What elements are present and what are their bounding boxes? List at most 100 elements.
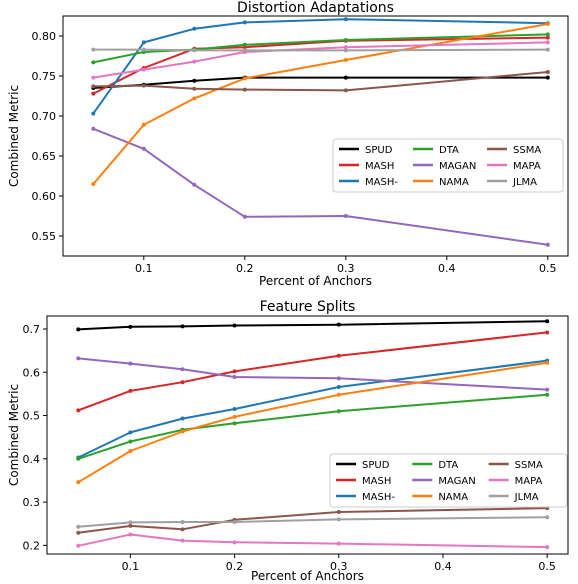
- data-point-nama: [76, 480, 81, 485]
- y-axis-label: Combined Metric: [7, 85, 21, 187]
- data-point-mash: [343, 17, 348, 22]
- x-tick-label: 0.2: [236, 262, 254, 275]
- series-line-mapa: [93, 41, 548, 79]
- legend-label: MASH-: [362, 492, 395, 503]
- data-point-nama: [545, 22, 550, 26]
- chart-panel-feature-splits: Feature Splits Percent of Anchors Combin…: [7, 299, 569, 583]
- data-point-mapa: [91, 75, 96, 80]
- legend: SPUD MASH MASH- DTA MAGAN NAMA SSMA MAPA JLMA: [332, 138, 564, 193]
- data-point-nama: [545, 360, 550, 365]
- data-point-spud: [76, 327, 81, 332]
- legend-box: [332, 138, 564, 193]
- data-point-magan: [242, 214, 247, 219]
- data-point-mapa: [343, 45, 348, 50]
- y-tick-label: 0.75: [32, 70, 57, 83]
- plot-area-frame: [62, 15, 569, 257]
- legend-label: JLMA: [514, 492, 539, 503]
- data-point-dta: [545, 32, 550, 37]
- legend-label: MASH: [365, 161, 394, 172]
- data-point-mash: [336, 353, 341, 358]
- data-point-ssma: [76, 530, 81, 535]
- data-point-mapa: [128, 532, 133, 537]
- series-line-mash: [77, 359, 548, 459]
- data-point-mash: [91, 91, 96, 96]
- series-line-nama: [77, 361, 548, 484]
- data-point-jlma: [343, 48, 348, 53]
- data-point-mapa: [141, 67, 146, 72]
- legend-label: JLMA: [512, 177, 537, 188]
- data-point-magan: [128, 361, 133, 366]
- data-point-dta: [128, 439, 133, 444]
- data-point-spud: [232, 323, 237, 328]
- data-point-nama: [141, 122, 146, 127]
- data-point-mash: [180, 380, 185, 385]
- legend-box: [329, 453, 568, 508]
- data-point-mash: [128, 388, 133, 393]
- chart-title: Distortion Adaptations: [237, 0, 394, 16]
- data-point-mapa: [192, 59, 197, 64]
- data-point-jlma: [180, 519, 185, 524]
- data-point-jlma: [545, 515, 550, 520]
- x-tick-label: 0.4: [434, 560, 452, 573]
- legend-label: SPUD: [362, 460, 390, 471]
- data-point-ssma: [192, 86, 197, 91]
- legend-label: MAGAN: [439, 161, 476, 172]
- y-tick-label: 0.6: [23, 366, 41, 379]
- data-point-mash: [192, 26, 197, 31]
- legend-label: MASH: [362, 476, 391, 487]
- data-point-nama: [343, 58, 348, 62]
- legend-label: SPUD: [365, 145, 393, 156]
- data-point-jlma: [545, 47, 550, 52]
- data-point-ssma: [180, 527, 185, 532]
- data-point-mash: [180, 416, 185, 421]
- x-axis-label: Percent of Anchors: [251, 569, 364, 583]
- legend-label: MAPA: [515, 476, 543, 487]
- data-point-jlma: [128, 520, 133, 525]
- data-point-jlma: [242, 48, 247, 53]
- data-point-spud: [545, 319, 550, 324]
- data-point-mash: [242, 20, 247, 25]
- y-tick-label: 0.7: [23, 323, 41, 336]
- data-point-mash: [141, 40, 146, 45]
- series-line-dta: [93, 33, 548, 64]
- x-tick-label: 0.3: [337, 262, 355, 275]
- data-point-dta: [242, 42, 247, 47]
- data-point-ssma: [141, 83, 146, 88]
- data-point-nama: [128, 449, 133, 454]
- data-point-mapa: [336, 541, 341, 546]
- data-point-nama: [180, 429, 185, 434]
- x-tick-label: 0.3: [330, 560, 348, 573]
- data-point-ssma: [128, 523, 133, 528]
- data-point-mapa: [545, 545, 550, 550]
- data-point-dta: [232, 421, 237, 426]
- data-point-ssma: [336, 510, 341, 515]
- y-tick-label: 0.4: [23, 453, 41, 466]
- series-line-spud: [78, 320, 548, 331]
- data-point-magan: [141, 146, 146, 151]
- data-point-magan: [91, 126, 96, 131]
- data-point-jlma: [141, 47, 146, 52]
- x-tick-label: 0.5: [538, 560, 556, 573]
- legend-label: MASH-: [365, 177, 398, 188]
- data-point-magan: [336, 376, 341, 381]
- data-point-nama: [232, 414, 237, 419]
- legend-label: DTA: [439, 145, 459, 156]
- y-tick-label: 0.65: [32, 150, 57, 163]
- data-point-mapa: [232, 540, 237, 545]
- x-tick-label: 0.5: [539, 262, 557, 275]
- data-point-mash: [91, 111, 96, 116]
- data-point-nama: [242, 76, 247, 81]
- legend-label: NAMA: [438, 492, 468, 503]
- data-point-spud: [545, 75, 550, 80]
- data-point-spud: [180, 324, 185, 329]
- x-tick-label: 0.4: [438, 262, 456, 275]
- data-point-jlma: [232, 519, 237, 524]
- data-point-mash: [232, 407, 237, 412]
- data-point-jlma: [76, 524, 81, 529]
- chart-panel-distortion-adaptations: Distortion Adaptations Percent of Anchor…: [7, 0, 569, 288]
- data-point-jlma: [336, 517, 341, 522]
- data-point-magan: [545, 387, 550, 392]
- legend-label: MAGAN: [438, 476, 475, 487]
- data-point-spud: [343, 75, 348, 80]
- data-point-mapa: [180, 538, 185, 543]
